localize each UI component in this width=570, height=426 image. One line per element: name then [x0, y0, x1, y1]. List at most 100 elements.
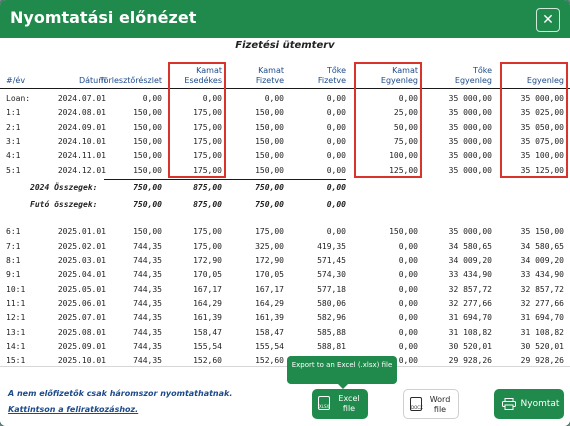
summary-interest-paid: 750,00 [255, 200, 284, 210]
cell-period: 13:1 [6, 327, 26, 337]
cell-interest-balance: 0,00 [398, 270, 418, 280]
header-divider [0, 88, 570, 89]
cell-principal-balance: 33 434,90 [448, 270, 492, 280]
cell-repayment: 744,35 [133, 341, 162, 351]
cell-repayment: 150,00 [133, 227, 162, 237]
cell-principal-balance: 35 000,00 [448, 151, 492, 161]
cell-interest-due: 158,47 [193, 327, 222, 337]
summary-interest-paid: 750,00 [255, 182, 284, 192]
cell-interest-paid: 150,00 [255, 108, 284, 118]
cell-principal-balance: 35 000,00 [448, 94, 492, 103]
summary-principal-paid: 0,00 [326, 182, 346, 192]
cell-period: 4:1 [6, 151, 21, 161]
cell-repayment: 0,00 [142, 94, 162, 103]
cell-balance: 31 108,82 [520, 327, 564, 337]
cell-principal-paid: 588,81 [317, 341, 346, 351]
cell-balance: 35 125,00 [520, 165, 564, 175]
col-interest-paid: Kamat Fizetve [255, 66, 284, 85]
summary-interest-due: 875,00 [193, 200, 222, 210]
cell-principal-paid: 419,35 [317, 241, 346, 251]
col-date: Dátum [78, 76, 106, 85]
cell-interest-balance: 0,00 [398, 241, 418, 251]
cell-interest-paid: 167,17 [255, 284, 284, 294]
cell-date: 2024.09.01 [57, 122, 106, 132]
cell-period: 14:1 [6, 341, 26, 351]
cell-repayment: 150,00 [133, 136, 162, 146]
cell-period: 15:1 [6, 356, 26, 366]
export-excel-button[interactable]: XLSX Excel file [312, 389, 368, 419]
cell-date: 2025.09.01 [57, 341, 106, 351]
cell-period: 7:1 [6, 241, 21, 251]
excel-button-label: Excel file [338, 394, 360, 413]
close-button[interactable]: ✕ [536, 8, 560, 32]
cell-interest-paid: 150,00 [255, 151, 284, 161]
summary-row: Futó összegek: 750,00 875,00 750,00 0,00 [0, 198, 570, 212]
cell-period: 5:1 [6, 165, 21, 175]
cell-interest-balance: 0,00 [398, 94, 418, 103]
summary-principal-paid: 0,00 [326, 200, 346, 210]
cell-interest-paid: 155,54 [255, 341, 284, 351]
cell-interest-due: 172,90 [193, 256, 222, 265]
cell-interest-paid: 325,00 [255, 241, 284, 251]
cell-repayment: 744,35 [133, 298, 162, 308]
cell-period: 6:1 [6, 227, 21, 237]
cell-balance: 35 025,00 [520, 108, 564, 118]
cell-balance: 32 277,66 [520, 298, 564, 308]
cell-principal-paid: 0,00 [326, 151, 346, 161]
cell-principal-balance: 35 000,00 [448, 227, 492, 237]
cell-period: 2:1 [6, 122, 21, 132]
word-button-label: Word file [429, 395, 451, 414]
col-interest-balance: Kamat Egyenleg [380, 66, 418, 85]
cell-interest-due: 175,00 [193, 165, 222, 175]
cell-interest-balance: 100,00 [389, 151, 418, 161]
table-header: #/év Dátum Törlesztőrészlet Kamat Esedéke… [0, 60, 570, 104]
cell-principal-balance: 30 520,01 [448, 341, 492, 351]
cell-period: 10:1 [6, 284, 26, 294]
cell-principal-paid: 582,96 [317, 313, 346, 323]
cell-principal-balance: 31 694,70 [448, 313, 492, 323]
subscribe-link[interactable]: Kattintson a feliratkozáshoz. [8, 405, 139, 414]
cell-balance: 33 434,90 [520, 270, 564, 280]
cell-repayment: 150,00 [133, 122, 162, 132]
totals-underline [104, 178, 346, 180]
cell-principal-balance: 32 277,66 [448, 298, 492, 308]
cell-repayment: 150,00 [133, 165, 162, 175]
cell-interest-paid: 150,00 [255, 165, 284, 175]
cell-balance: 34 009,20 [520, 256, 564, 265]
print-button[interactable]: Nyomtat [494, 389, 564, 419]
table-row: 13:1 2025.08.01 744,35 158,47 158,47 585,88 0,… [0, 326, 570, 340]
cell-balance: 32 857,72 [520, 284, 564, 294]
close-icon: ✕ [542, 12, 554, 28]
cell-interest-balance: 50,00 [393, 122, 418, 132]
cell-date: 2025.02.01 [57, 241, 106, 251]
cell-period: 3:1 [6, 136, 21, 146]
table-row: 15:12025.10.01744,35152,60152,60591,750,… [0, 354, 570, 366]
cell-repayment: 744,35 [133, 313, 162, 323]
table-row: 5:1 2024.12.01 150,00 175,00 150,00 0,00 125,0… [0, 164, 570, 178]
export-word-button[interactable]: DOCX Word file [403, 389, 459, 419]
word-file-icon: DOCX [410, 397, 423, 411]
cell-principal-paid: 580,06 [317, 298, 346, 308]
cell-date: 2024.10.01 [57, 136, 106, 146]
cell-interest-balance: 0,00 [398, 341, 418, 351]
cell-period: Loan: [6, 94, 31, 103]
cell-period: 1:1 [6, 108, 21, 118]
cell-date: 2025.08.01 [57, 327, 106, 337]
table-row: 2:1 2024.09.01 150,00 175,00 150,00 0,00 50,00… [0, 121, 570, 135]
modal-title: Nyomtatási előnézet [10, 8, 197, 27]
cell-interest-due: 175,00 [193, 227, 222, 237]
cell-principal-balance: 31 108,82 [448, 327, 492, 337]
cell-principal-balance: 35 000,00 [448, 136, 492, 146]
table-row: 14:1 2025.09.01 744,35 155,54 155,54 588,81 0,… [0, 340, 570, 354]
cell-principal-paid: 571,45 [317, 256, 346, 265]
cell-repayment: 744,35 [133, 270, 162, 280]
cell-date: 2024.08.01 [57, 108, 106, 118]
cell-interest-paid: 0,00 [264, 94, 284, 103]
summary-row: 2024 Összegek: 750,00 875,00 750,00 0,00 [0, 181, 570, 195]
cell-principal-paid: 0,00 [326, 136, 346, 146]
cell-date: 2024.11.01 [57, 151, 106, 161]
cell-period: 11:1 [6, 298, 26, 308]
schedule-content[interactable]: Fizetési ütemterv #/év Dátum Törlesztőré… [0, 38, 570, 366]
cell-date: 2025.03.01 [57, 256, 106, 265]
cell-interest-balance: 0,00 [398, 356, 418, 366]
